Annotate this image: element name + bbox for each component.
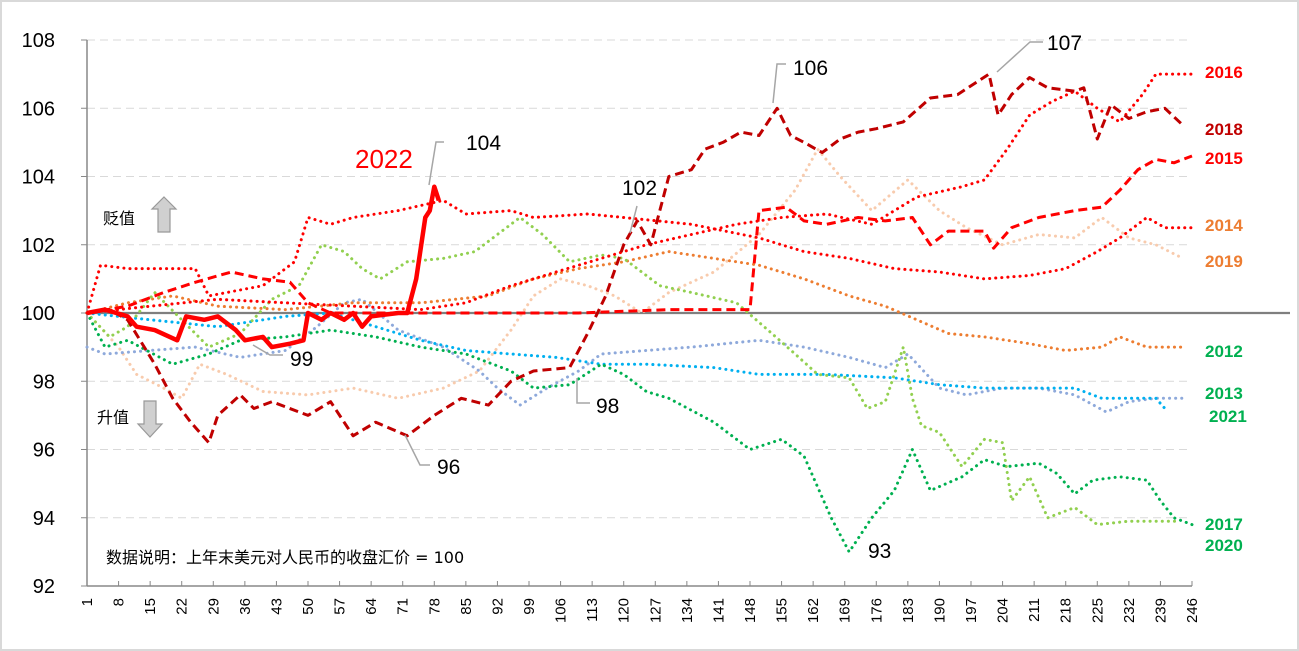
x-tick-label: 99 bbox=[521, 598, 538, 615]
x-tick-label: 162 bbox=[805, 598, 822, 623]
series-line-2014 bbox=[85, 198, 1194, 315]
appreciation-label: 升值 bbox=[97, 408, 129, 427]
x-tick-label: 85 bbox=[458, 598, 475, 615]
x-tick-label: 211 bbox=[1026, 598, 1043, 622]
x-tick-label: 148 bbox=[742, 598, 759, 623]
series-label-2022: 2022 bbox=[355, 144, 413, 174]
depreciation-label: 贬值 bbox=[103, 209, 135, 228]
labels: 2016 2018 2015 2014 2019 2012 2013 2021 2017 2020… bbox=[97, 32, 1247, 567]
series-line-2019 bbox=[85, 147, 1185, 400]
x-tick-label: 8 bbox=[111, 598, 128, 606]
legend-label-2021: 2021 bbox=[1209, 407, 1247, 426]
x-tick-label: 43 bbox=[268, 598, 285, 615]
series-line-2021 bbox=[85, 297, 1185, 414]
x-tick-label: 218 bbox=[1058, 598, 1075, 623]
legend-label-2014: 2014 bbox=[1205, 216, 1243, 235]
x-tick-label: 29 bbox=[205, 598, 222, 615]
x-tick-label: 22 bbox=[174, 598, 191, 615]
annotation-leaders bbox=[252, 41, 1043, 466]
annotation-leader-line bbox=[404, 434, 430, 466]
x-tick-label: 190 bbox=[931, 598, 948, 623]
x-tick-label: 78 bbox=[426, 598, 443, 615]
annotation-leader-line bbox=[428, 141, 444, 186]
legend-label-2013: 2013 bbox=[1205, 384, 1243, 403]
series-line-2018 bbox=[86, 72, 1185, 445]
x-tick-label: 246 bbox=[1184, 598, 1201, 623]
data-note: 数据说明：上年末美元对人民币的收盘汇价 = 100 bbox=[106, 548, 464, 567]
x-tick-label: 106 bbox=[553, 598, 570, 623]
x-tick-label: 204 bbox=[995, 598, 1012, 623]
x-tick-label: 239 bbox=[1152, 598, 1169, 623]
annotation-leader-line bbox=[772, 63, 786, 104]
annotation-96: 96 bbox=[437, 456, 460, 479]
y-tick-label: 92 bbox=[33, 576, 55, 598]
series-lines bbox=[85, 72, 1194, 554]
series-line-2013 bbox=[85, 311, 1167, 410]
annotation-107: 107 bbox=[1047, 32, 1082, 55]
arrow-up-icon bbox=[150, 196, 178, 233]
y-tick-label: 104 bbox=[22, 167, 55, 189]
series-line-2015 bbox=[86, 154, 1193, 315]
series-line-2022 bbox=[86, 184, 441, 350]
x-tick-label: 15 bbox=[142, 598, 159, 615]
annotation-98: 98 bbox=[596, 395, 619, 418]
legend-label-2012: 2012 bbox=[1205, 342, 1243, 361]
annotation-104: 104 bbox=[466, 132, 501, 155]
x-tick-label: 134 bbox=[679, 598, 696, 623]
arrow-down-icon bbox=[136, 400, 164, 438]
y-tick-label: 94 bbox=[33, 508, 55, 530]
x-tick-label: 155 bbox=[774, 598, 791, 623]
y-tick-label: 108 bbox=[22, 30, 55, 52]
annotation-102: 102 bbox=[622, 177, 657, 200]
legend-label-2019: 2019 bbox=[1205, 252, 1243, 271]
series-line-2017 bbox=[85, 311, 1194, 554]
x-tick-label: 169 bbox=[837, 598, 854, 623]
x-tick-label: 113 bbox=[584, 598, 601, 622]
x-tick-label: 36 bbox=[237, 598, 254, 615]
x-tick-label: 141 bbox=[710, 598, 727, 623]
y-tick-label: 102 bbox=[22, 235, 55, 257]
y-tick-label: 100 bbox=[22, 303, 55, 325]
annotation-106: 106 bbox=[793, 57, 828, 80]
x-tick-label: 176 bbox=[868, 598, 885, 623]
annotation-leader-line bbox=[629, 205, 638, 234]
x-tick-label: 50 bbox=[300, 598, 317, 615]
x-tick-label: 92 bbox=[489, 598, 506, 615]
annotation-leader-line bbox=[252, 344, 283, 356]
y-tick-label: 106 bbox=[22, 98, 55, 120]
gridlines bbox=[87, 39, 1290, 519]
x-tick-label: 197 bbox=[963, 598, 980, 623]
y-tick-label: 98 bbox=[33, 371, 55, 393]
x-tick-label: 183 bbox=[900, 598, 917, 623]
annotation-leader-line bbox=[996, 41, 1043, 73]
annotation-93: 93 bbox=[868, 540, 891, 563]
x-tick-label: 225 bbox=[1089, 598, 1106, 623]
x-tick-label: 120 bbox=[616, 598, 633, 623]
annotation-99: 99 bbox=[290, 348, 313, 371]
axes: 92 94 96 98 100 102 104 106 108 1 8 15 22 29 36 43 50 57 6… bbox=[22, 30, 1201, 623]
series-line-2020 bbox=[85, 216, 1180, 527]
legend-label-2017: 2017 bbox=[1205, 515, 1243, 534]
legend-label-2015: 2015 bbox=[1205, 149, 1243, 168]
x-tick-label: 127 bbox=[647, 598, 664, 623]
legend-label-2016: 2016 bbox=[1205, 63, 1243, 82]
annotation-leader-line bbox=[576, 378, 590, 404]
legend-label-2018: 2018 bbox=[1205, 120, 1243, 139]
x-tick-label: 232 bbox=[1121, 598, 1138, 623]
x-tick-label: 57 bbox=[332, 598, 349, 615]
x-tick-label: 64 bbox=[363, 598, 380, 615]
x-tick-label: 1 bbox=[79, 598, 96, 606]
y-tick-label: 96 bbox=[33, 440, 55, 462]
x-tick-label: 71 bbox=[395, 598, 412, 615]
legend-label-2020: 2020 bbox=[1205, 536, 1243, 555]
series-line-2012 bbox=[85, 250, 1185, 352]
